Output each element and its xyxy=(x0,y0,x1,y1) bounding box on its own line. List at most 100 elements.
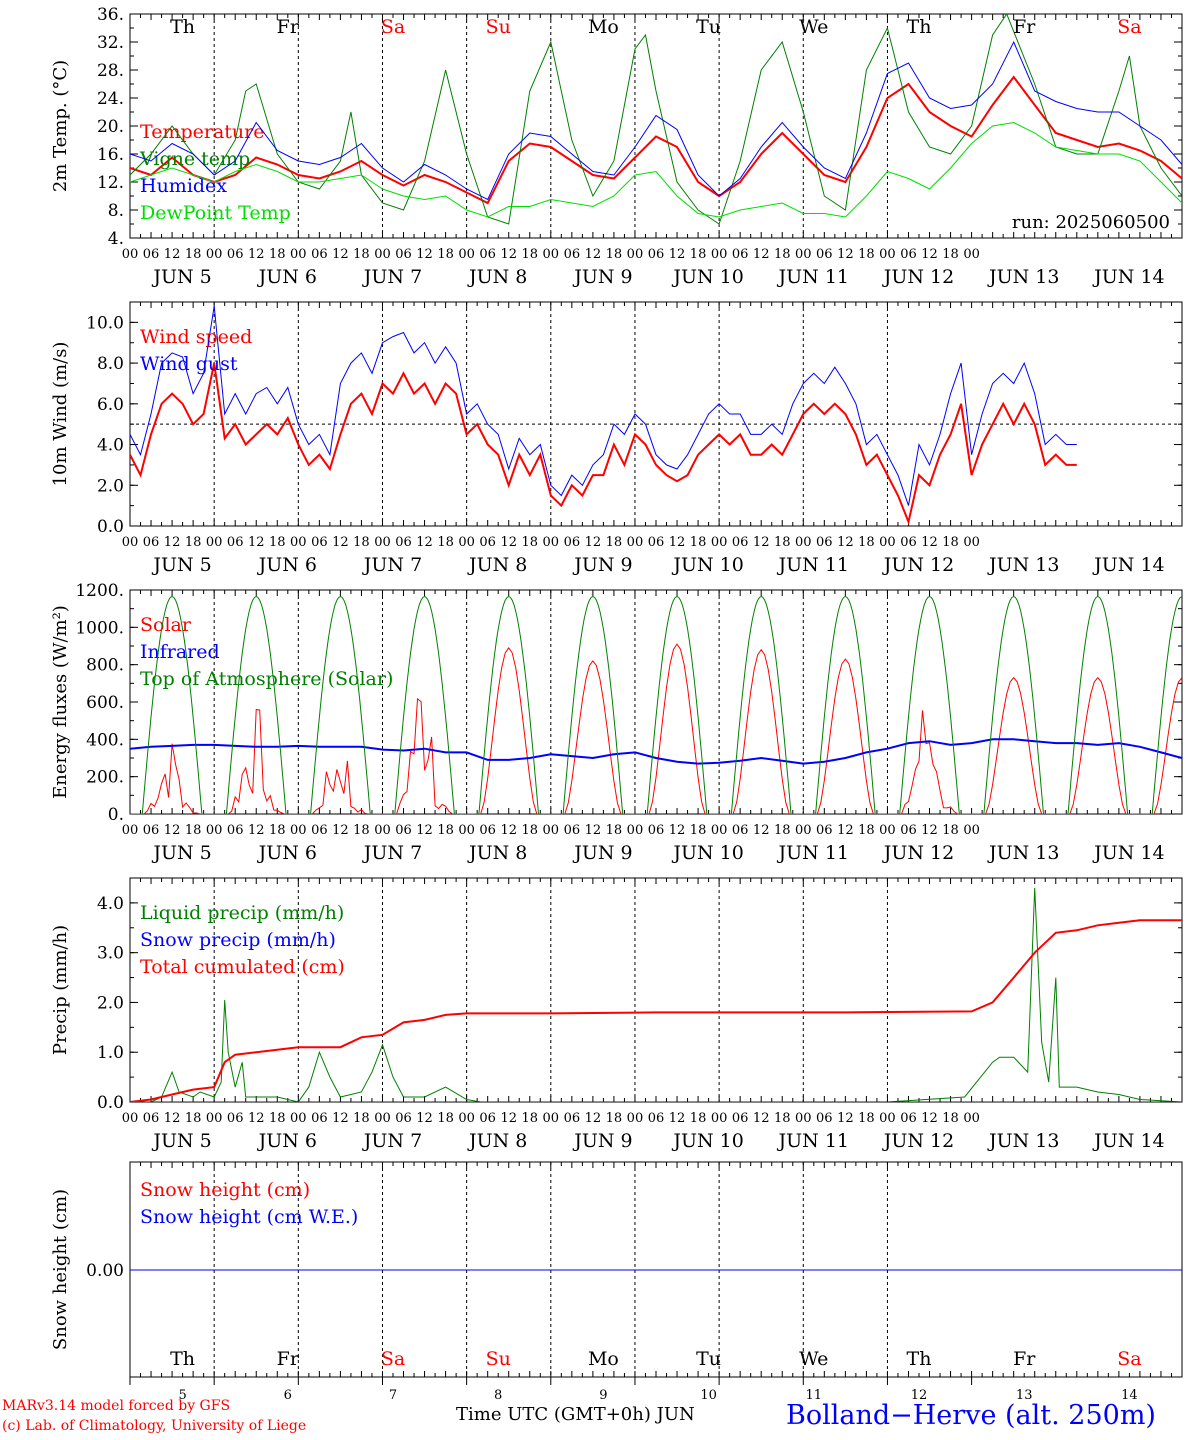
hour-tick-label: 00 xyxy=(206,247,223,262)
hour-tick-label: 18 xyxy=(353,823,370,838)
hour-tick-label: 12 xyxy=(248,823,265,838)
hour-tick-label: 18 xyxy=(942,1111,959,1126)
y-tick-label: 8.0 xyxy=(97,354,124,374)
y-tick-label: 16. xyxy=(97,145,124,165)
panel-2: 0.0 2.0 4.0 6.0 8.0 10.0 10m Wind (m/s) Wind sp… xyxy=(50,301,1183,576)
hour-tick-label: 00 xyxy=(290,823,307,838)
date-label: JUN 11 xyxy=(777,842,849,864)
weekday-label: Tu xyxy=(696,1348,721,1370)
panel-3: 0. 200. 400. 600. 800. 1000. 1200.Energy fluxe… xyxy=(50,581,1183,864)
hour-tick-label: 18 xyxy=(437,247,454,262)
hour-tick-label: 18 xyxy=(437,823,454,838)
series-line-liquid-precip-mm-h- xyxy=(130,887,1182,1102)
hour-tick-label: 06 xyxy=(564,823,581,838)
date-label: JUN 5 xyxy=(151,1130,211,1152)
y-tick-label: 0.0 xyxy=(97,517,124,537)
panel-1: 4. 8. 12. 16. 20. 24. 28. 32. 36. 2m Temp. (°C) Te… xyxy=(50,5,1183,288)
hour-tick-label: 06 xyxy=(227,1111,244,1126)
hour-tick-label: 06 xyxy=(732,1111,749,1126)
hour-tick-label: 00 xyxy=(122,247,139,262)
hour-tick-label: 06 xyxy=(395,535,412,550)
hour-tick-label: 06 xyxy=(395,247,412,262)
hour-tick-label: 18 xyxy=(606,1111,623,1126)
hour-tick-label: 12 xyxy=(837,247,854,262)
hour-tick-label: 06 xyxy=(648,535,665,550)
series-line-top-of-atmosphere-solar- xyxy=(130,595,1182,814)
y-tick-label: 800. xyxy=(86,656,124,676)
hour-tick-label: 00 xyxy=(458,1111,475,1126)
hour-tick-label: 18 xyxy=(774,247,791,262)
run-label: run: 2025060500 xyxy=(1012,212,1170,233)
date-label: JUN 6 xyxy=(257,1130,317,1152)
date-label: JUN 6 xyxy=(257,266,317,288)
hour-tick-label: 00 xyxy=(963,535,980,550)
y-tick-label: 24. xyxy=(97,89,124,109)
hour-tick-label: 12 xyxy=(753,535,770,550)
series-line-wind-gust xyxy=(130,306,1077,506)
day-number-label: 6 xyxy=(284,1388,292,1403)
legend-entry: Temperature xyxy=(140,121,264,143)
hour-tick-label: 06 xyxy=(564,1111,581,1126)
hour-tick-label: 00 xyxy=(543,247,560,262)
hour-tick-label: 06 xyxy=(648,1111,665,1126)
hour-tick-label: 12 xyxy=(332,247,349,262)
hour-tick-label: 06 xyxy=(311,823,328,838)
date-label: JUN 9 xyxy=(572,1130,632,1152)
month-label: JUN xyxy=(656,1404,695,1425)
day-number-label: 9 xyxy=(599,1388,607,1403)
y-tick-label: 32. xyxy=(97,33,124,53)
hour-tick-label: 18 xyxy=(690,823,707,838)
hour-tick-label: 00 xyxy=(711,247,728,262)
hour-tick-label: 06 xyxy=(479,823,496,838)
weekday-label: We xyxy=(799,16,828,38)
hour-tick-label: 12 xyxy=(585,823,602,838)
hour-tick-label: 12 xyxy=(921,247,938,262)
date-label: JUN 10 xyxy=(671,266,743,288)
date-label: JUN 14 xyxy=(1092,554,1164,576)
hour-tick-label: 06 xyxy=(479,1111,496,1126)
day-number-label: 10 xyxy=(700,1388,717,1403)
hour-tick-label: 12 xyxy=(248,247,265,262)
hour-tick-label: 00 xyxy=(627,823,644,838)
hour-tick-label: 06 xyxy=(732,823,749,838)
hour-tick-label: 18 xyxy=(774,1111,791,1126)
y-tick-label: 1000. xyxy=(75,618,124,638)
day-number-label: 5 xyxy=(178,1388,186,1403)
y-tick-label: 1200. xyxy=(75,581,124,601)
hour-tick-label: 18 xyxy=(269,247,286,262)
date-label: JUN 14 xyxy=(1092,1130,1164,1152)
series-line-vigne-temp xyxy=(130,14,1182,225)
y-tick-label: 12. xyxy=(97,173,124,193)
hour-tick-label: 12 xyxy=(500,823,517,838)
hour-tick-label: 18 xyxy=(606,823,623,838)
hour-tick-label: 00 xyxy=(206,535,223,550)
hour-tick-label: 00 xyxy=(458,535,475,550)
series-line-wind-speed xyxy=(130,362,1077,526)
date-label: JUN 8 xyxy=(467,266,527,288)
weekday-label: Fr xyxy=(1013,1348,1036,1370)
time-axis-label: Time UTC (GMT+0h) JUN xyxy=(456,1404,695,1425)
y-tick-label: 10.0 xyxy=(86,313,124,333)
date-label: JUN 6 xyxy=(257,842,317,864)
date-label: JUN 11 xyxy=(777,266,849,288)
panel-4: 0.0 1.0 2.0 3.0 4.0 Precip (mm/h) Liquid preci… xyxy=(50,877,1183,1152)
date-label: JUN 6 xyxy=(257,554,317,576)
hour-tick-label: 18 xyxy=(774,823,791,838)
legend-entry: Solar xyxy=(140,614,192,636)
hour-tick-label: 12 xyxy=(837,535,854,550)
hour-tick-label: 00 xyxy=(458,247,475,262)
hour-tick-label: 00 xyxy=(206,823,223,838)
hour-tick-label: 00 xyxy=(879,247,896,262)
day-number-label: 8 xyxy=(494,1388,502,1403)
hour-tick-label: 18 xyxy=(437,1111,454,1126)
date-label: JUN 14 xyxy=(1092,266,1164,288)
hour-tick-label: 06 xyxy=(143,823,160,838)
hour-tick-label: 00 xyxy=(206,1111,223,1126)
y-tick-label: 2.0 xyxy=(97,476,124,496)
hour-tick-label: 00 xyxy=(290,247,307,262)
hour-tick-label: 06 xyxy=(143,1111,160,1126)
hour-tick-label: 18 xyxy=(942,535,959,550)
hour-tick-label: 06 xyxy=(311,1111,328,1126)
hour-tick-label: 12 xyxy=(500,535,517,550)
y-tick-label: 3.0 xyxy=(97,944,124,964)
